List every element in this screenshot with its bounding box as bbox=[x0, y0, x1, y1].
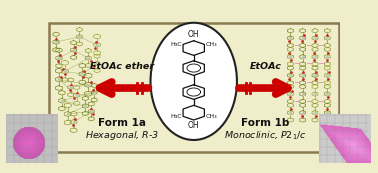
Text: EtOAc ether: EtOAc ether bbox=[90, 62, 154, 71]
Text: Form 1b: Form 1b bbox=[241, 118, 290, 128]
Text: Monoclinic, $P2_1/c$: Monoclinic, $P2_1/c$ bbox=[224, 130, 307, 142]
Text: Hexagonal, $R$-3: Hexagonal, $R$-3 bbox=[85, 129, 159, 143]
Text: H₃C: H₃C bbox=[170, 42, 181, 47]
Text: Form 1a: Form 1a bbox=[98, 118, 146, 128]
FancyBboxPatch shape bbox=[49, 23, 339, 152]
Text: EtOAc: EtOAc bbox=[249, 62, 282, 71]
Text: H₃C: H₃C bbox=[170, 114, 181, 119]
Text: OH: OH bbox=[188, 121, 200, 130]
Text: CH₃: CH₃ bbox=[206, 114, 217, 119]
Ellipse shape bbox=[150, 23, 237, 140]
Text: CH₃: CH₃ bbox=[206, 42, 217, 47]
Text: OH: OH bbox=[188, 30, 200, 39]
